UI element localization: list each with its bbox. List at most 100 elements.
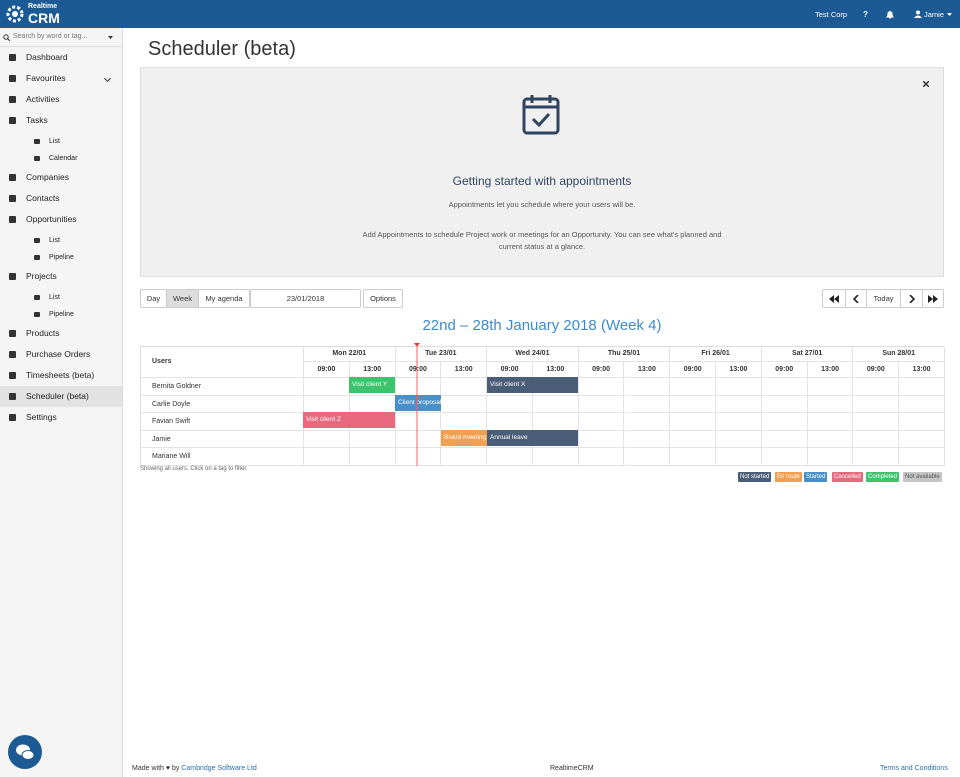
- slot-cell: [532, 395, 579, 413]
- appointment[interactable]: Visit client X: [487, 377, 578, 393]
- submenu-icon: [34, 238, 40, 243]
- footer-brand: RealtimeCRM: [550, 765, 594, 772]
- status-tag[interactable]: Completed: [866, 472, 900, 482]
- status-tag[interactable]: Not started: [738, 472, 772, 482]
- options-button[interactable]: Options: [363, 289, 403, 308]
- time-header: 13:00: [624, 362, 671, 378]
- view-agenda[interactable]: My agenda: [198, 289, 250, 308]
- search-box[interactable]: Search by word or tag...: [0, 28, 122, 47]
- logo-bottom[interactable]: CRM: [28, 10, 60, 26]
- menu-icon: [9, 216, 16, 223]
- menu-label: Scheduler (beta): [26, 391, 89, 401]
- footer-made: Made with ♥ by Cambridge Software Ltd: [132, 765, 257, 772]
- menu-item[interactable]: Opportunities: [0, 209, 122, 230]
- time-header: 09:00: [395, 362, 442, 378]
- today-button[interactable]: Today: [866, 289, 901, 308]
- slot-cell: [441, 413, 488, 431]
- next-button[interactable]: [900, 289, 923, 308]
- slot-cell: [899, 378, 945, 396]
- status-tag[interactable]: Cancelled: [832, 472, 863, 482]
- menu-item[interactable]: Tasks: [0, 110, 122, 131]
- submenu-item[interactable]: List: [0, 232, 122, 249]
- scheduler-grid: Users Mon 22/01 09:00 13:00 Tue 23/01 09:00 13…: [140, 346, 945, 466]
- menu-label: Purchase Orders: [26, 349, 91, 359]
- appointment[interactable]: Annual leave: [487, 430, 578, 446]
- submenu-icon: [34, 255, 40, 260]
- slot-cell: [899, 395, 945, 413]
- menu-item[interactable]: Purchase Orders: [0, 344, 122, 365]
- slot-cell: [441, 395, 488, 413]
- menu-item[interactable]: Projects: [0, 266, 122, 287]
- menu-item[interactable]: Activities: [0, 89, 122, 110]
- time-header: 09:00: [578, 362, 625, 378]
- appointment[interactable]: Visit client Z: [303, 412, 395, 428]
- slot-cell: [532, 448, 579, 466]
- slot-cell: [853, 430, 900, 448]
- slot-cell: [716, 395, 762, 413]
- slot-cell: [853, 413, 900, 431]
- menu-item[interactable]: Scheduler (beta): [0, 386, 122, 407]
- menu-label: Projects: [26, 271, 57, 281]
- terms-link[interactable]: Terms and Conditions: [880, 765, 948, 772]
- company[interactable]: Test Corp: [815, 10, 848, 19]
- menu-item[interactable]: Products: [0, 323, 122, 344]
- slot-cell: [761, 413, 808, 431]
- user-name[interactable]: Mariane Will: [141, 448, 304, 466]
- day-header: Sat 27/01: [761, 347, 854, 362]
- slot-cell: [487, 448, 533, 466]
- status-tag[interactable]: En route: [775, 472, 802, 482]
- bell-icon[interactable]: [886, 10, 894, 19]
- slot-cell: [899, 413, 945, 431]
- time-header: 09:00: [487, 362, 533, 378]
- menu-item[interactable]: Settings: [0, 407, 122, 428]
- icon: [928, 295, 938, 303]
- appointment[interactable]: Client proposal: [395, 395, 441, 411]
- user-name[interactable]: Bernita Goldner: [141, 378, 304, 396]
- intro-text: Appointments let you schedule where your…: [448, 200, 636, 209]
- status-tag[interactable]: Started: [804, 472, 828, 482]
- close-icon[interactable]: [923, 81, 929, 87]
- menu-item[interactable]: Contacts: [0, 188, 122, 209]
- first-button[interactable]: [822, 289, 846, 308]
- prev-button[interactable]: [845, 289, 867, 308]
- submenu-item[interactable]: Calendar: [0, 150, 122, 167]
- author-link[interactable]: Cambridge Software Ltd: [181, 765, 257, 772]
- time-header: 13:00: [349, 362, 396, 378]
- menu-item[interactable]: Companies: [0, 167, 122, 188]
- menu-icon: [9, 75, 16, 82]
- now-line: [414, 343, 420, 466]
- date-field[interactable]: 23/01/2018: [250, 289, 361, 308]
- slot-cell: [349, 378, 396, 396]
- logo-top[interactable]: Realtime: [28, 3, 58, 10]
- slot-cell: [853, 395, 900, 413]
- view-week[interactable]: Week: [166, 289, 199, 308]
- menu-item[interactable]: Timesheets (beta): [0, 365, 122, 386]
- user-menu[interactable]: Jamie: [924, 10, 945, 19]
- menu-item[interactable]: Dashboard: [0, 47, 122, 68]
- submenu-item[interactable]: List: [0, 289, 122, 306]
- appointment[interactable]: Visit client Y: [349, 377, 395, 393]
- submenu-item[interactable]: Pipeline: [0, 249, 122, 266]
- submenu-label: Calendar: [49, 155, 78, 162]
- users-header: Users: [141, 347, 304, 378]
- slot-cell: [395, 448, 442, 466]
- user-name[interactable]: Carlie Doyle: [141, 395, 304, 413]
- submenu-icon: [34, 312, 40, 317]
- chat-button[interactable]: [8, 735, 42, 769]
- time-header: 13:00: [899, 362, 945, 378]
- help[interactable]: ?: [863, 10, 868, 19]
- view-day[interactable]: Day: [140, 289, 167, 308]
- submenu-item[interactable]: Pipeline: [0, 306, 122, 323]
- submenu-item[interactable]: List: [0, 133, 122, 150]
- slot-cell: [532, 430, 579, 448]
- menu-label: Tasks: [26, 115, 48, 125]
- user-name[interactable]: Jamie: [141, 430, 304, 448]
- menu-item[interactable]: Favourites: [0, 68, 122, 89]
- slot-cell: [304, 378, 350, 396]
- status-tag[interactable]: Not available: [903, 472, 942, 482]
- last-button[interactable]: [922, 289, 944, 308]
- user-name[interactable]: Favian Swift: [141, 413, 304, 431]
- slot-cell: [853, 378, 900, 396]
- appointment[interactable]: Board meeting: [441, 430, 487, 446]
- time-header: 09:00: [761, 362, 808, 378]
